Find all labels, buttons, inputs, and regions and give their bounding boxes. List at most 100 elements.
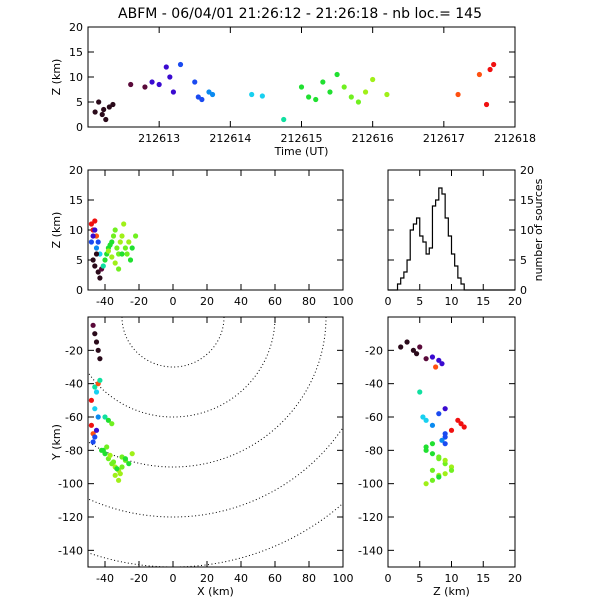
data-point bbox=[117, 471, 123, 477]
data-point bbox=[119, 233, 125, 239]
y-tick-label: -100 bbox=[358, 478, 383, 491]
data-point bbox=[92, 434, 98, 440]
data-point bbox=[313, 96, 319, 103]
data-point bbox=[88, 221, 94, 227]
data-point bbox=[423, 356, 429, 362]
y-tick-label: -80 bbox=[365, 444, 383, 457]
x-tick-label: 5 bbox=[416, 572, 423, 585]
data-point bbox=[417, 389, 423, 395]
data-point bbox=[442, 434, 448, 440]
x-tick-label: 100 bbox=[333, 295, 354, 308]
data-point bbox=[281, 116, 287, 123]
y-axis-label: Z (km) bbox=[50, 212, 63, 249]
y-tick-label: -60 bbox=[65, 411, 83, 424]
y-tick-label: 15 bbox=[520, 194, 534, 207]
histogram-step-line bbox=[388, 187, 515, 291]
data-point bbox=[170, 89, 176, 95]
x-tick-label: 20 bbox=[508, 295, 522, 308]
y-axis-label: number of sources bbox=[532, 178, 545, 281]
x-y-panel: -40 -20 0 20 40 60 80 100 -140 -120 -100 -80 -60 -40 -… bbox=[50, 316, 354, 598]
x-tick-label: 0 bbox=[170, 295, 177, 308]
data-point bbox=[101, 106, 107, 113]
data-point bbox=[384, 91, 390, 98]
data-point bbox=[109, 239, 115, 245]
x-axis-label: X (km) bbox=[197, 585, 234, 598]
data-point bbox=[423, 444, 429, 450]
data-point bbox=[93, 339, 100, 345]
data-point bbox=[105, 417, 111, 423]
data-point bbox=[429, 451, 436, 457]
x-tick-label: 212618 bbox=[494, 132, 536, 145]
data-point bbox=[90, 233, 96, 239]
x-tick-label: 15 bbox=[476, 295, 490, 308]
plot-frame bbox=[87, 26, 516, 128]
data-point bbox=[298, 84, 305, 90]
data-point bbox=[110, 459, 117, 465]
data-point bbox=[93, 389, 100, 395]
data-point bbox=[88, 239, 94, 245]
time-z-panel: 212613 212614 212615 212616 212617 212618 0 5 10… bbox=[50, 21, 536, 158]
data-point bbox=[100, 263, 106, 269]
data-point bbox=[491, 61, 497, 68]
y-tick-label: -80 bbox=[65, 444, 83, 457]
plot-frame bbox=[87, 316, 344, 568]
x-tick-label: 212616 bbox=[352, 132, 394, 145]
data-point bbox=[341, 84, 347, 90]
data-point bbox=[192, 79, 198, 85]
data-point bbox=[149, 79, 155, 85]
data-point bbox=[429, 477, 436, 483]
data-point bbox=[122, 456, 128, 462]
data-point bbox=[442, 471, 448, 477]
data-point bbox=[370, 76, 376, 83]
data-point bbox=[95, 414, 101, 420]
data-point bbox=[92, 218, 98, 224]
range-rings bbox=[88, 317, 343, 567]
data-point bbox=[429, 467, 436, 473]
data-point bbox=[461, 424, 467, 430]
y-tick-label: 15 bbox=[69, 46, 83, 59]
y-tick-label: 15 bbox=[69, 194, 83, 207]
data-point bbox=[442, 457, 448, 463]
data-point bbox=[362, 89, 369, 95]
data-point bbox=[105, 248, 111, 254]
y-axis-label: Y (km) bbox=[50, 424, 63, 461]
x-tick-label: 80 bbox=[302, 295, 316, 308]
data-point bbox=[442, 406, 448, 412]
x-tick-label: 212615 bbox=[281, 132, 323, 145]
data-point bbox=[320, 79, 326, 85]
data-point bbox=[124, 251, 130, 257]
data-point bbox=[114, 466, 120, 472]
data-point bbox=[114, 245, 120, 251]
y-tick-label: 20 bbox=[69, 21, 83, 34]
data-point bbox=[88, 397, 94, 403]
x-tick-label: 5 bbox=[416, 295, 423, 308]
y-tick-label: 10 bbox=[69, 224, 83, 237]
y-tick-label: -140 bbox=[58, 544, 83, 557]
data-point bbox=[142, 84, 148, 90]
data-point bbox=[97, 356, 103, 362]
data-point bbox=[92, 384, 98, 390]
data-point bbox=[107, 452, 113, 458]
data-point bbox=[259, 93, 265, 99]
data-point bbox=[116, 477, 122, 483]
y-tick-label: -100 bbox=[58, 478, 83, 491]
y-tick-label: -120 bbox=[358, 511, 383, 524]
data-point bbox=[121, 221, 127, 227]
data-point bbox=[119, 464, 125, 470]
data-point bbox=[92, 227, 98, 233]
x-tick-label: 40 bbox=[234, 572, 248, 585]
x-tick-label: 80 bbox=[302, 572, 316, 585]
data-point bbox=[177, 61, 184, 68]
data-point bbox=[417, 344, 423, 350]
y-tick-label: -40 bbox=[65, 378, 83, 391]
data-point bbox=[448, 467, 455, 473]
data-point bbox=[483, 101, 490, 108]
data-point bbox=[110, 101, 116, 108]
data-point bbox=[448, 427, 455, 433]
data-point bbox=[117, 239, 123, 245]
x-axis-label: Time (UT) bbox=[274, 145, 329, 158]
x-tick-label: 60 bbox=[268, 295, 282, 308]
data-point bbox=[163, 64, 169, 70]
x-tick-label: 212613 bbox=[138, 132, 180, 145]
